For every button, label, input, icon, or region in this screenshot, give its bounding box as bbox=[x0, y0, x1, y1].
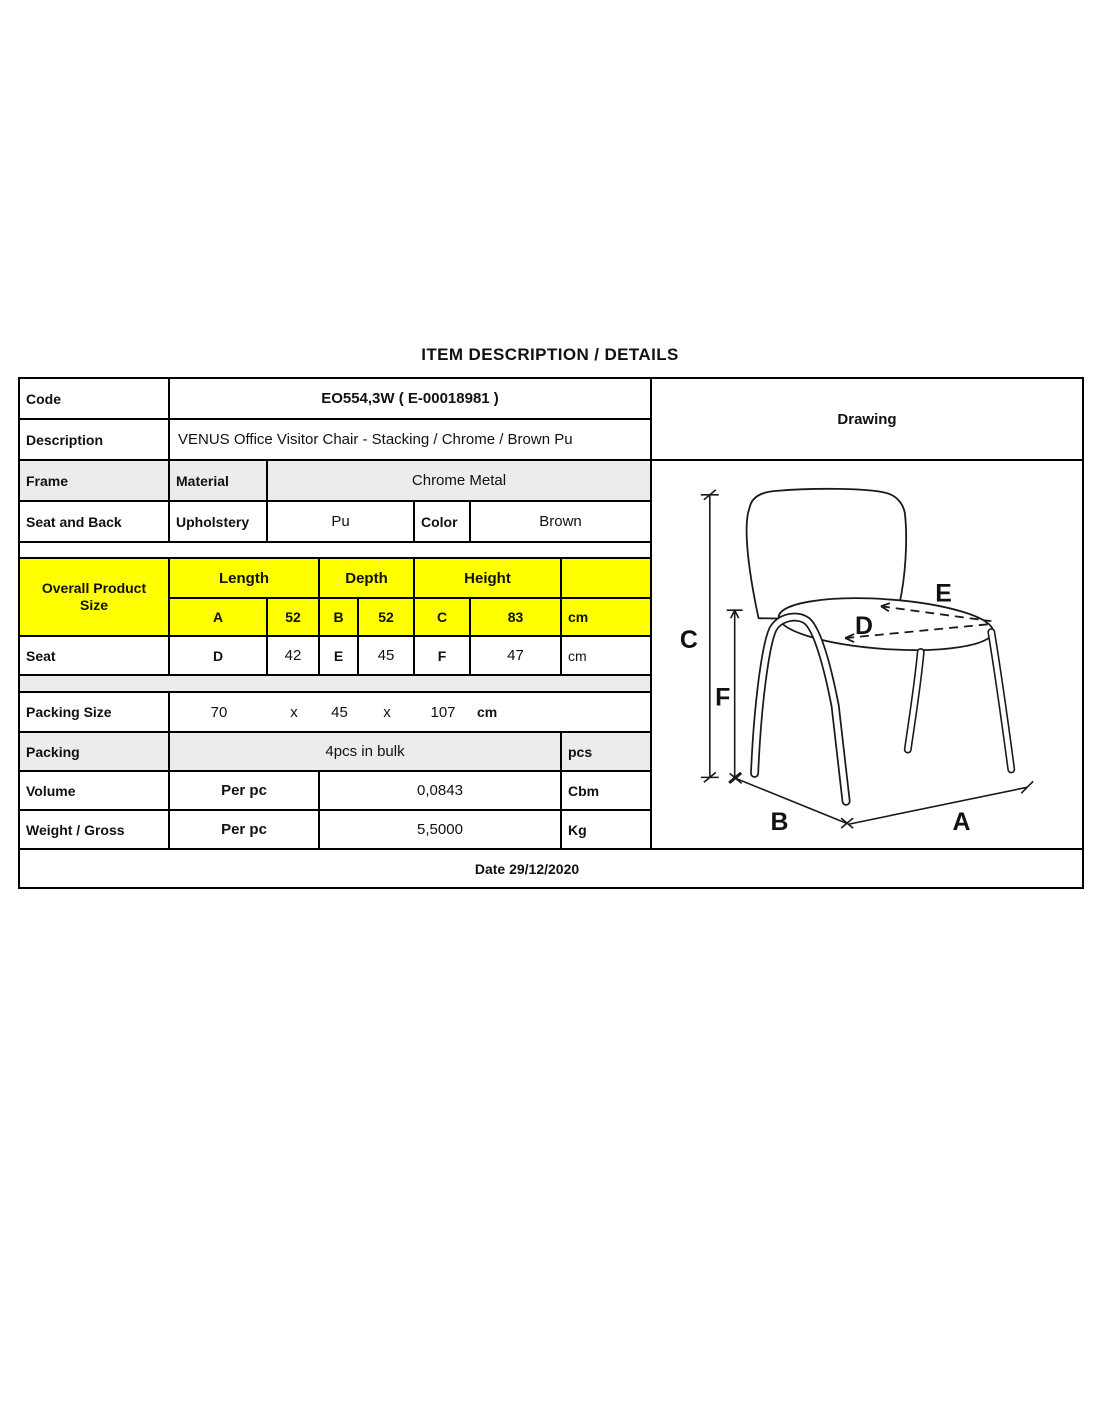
overall-a-value: 52 bbox=[268, 599, 320, 637]
dim-label-b: B bbox=[770, 808, 788, 836]
volume-unit: Cbm bbox=[562, 772, 652, 811]
frame-material-label: Material bbox=[170, 461, 268, 502]
height-header: Height bbox=[415, 559, 562, 599]
description-label: Description bbox=[20, 420, 170, 461]
overall-a-key: A bbox=[170, 599, 268, 637]
chair-drawing: C F E D B A bbox=[680, 487, 1034, 836]
spec-table: Code EO554,3W ( E-00018981 ) Drawing Des… bbox=[18, 377, 1084, 889]
depth-header: Depth bbox=[320, 559, 415, 599]
code-label: Code bbox=[20, 379, 170, 420]
weight-label: Weight / Gross bbox=[20, 811, 170, 850]
seatback-label: Seat and Back bbox=[20, 502, 170, 543]
chair-front-legs bbox=[750, 612, 851, 806]
packing-size-label: Packing Size bbox=[20, 693, 170, 733]
seat-f-value: 47 bbox=[471, 637, 562, 676]
dimension-line-a bbox=[840, 780, 1034, 829]
drawing-area: C F E D B A bbox=[652, 461, 1082, 850]
weight-value: 5,5000 bbox=[320, 811, 562, 850]
code-value: EO554,3W ( E-00018981 ) bbox=[170, 379, 652, 420]
chair-rear-legs bbox=[903, 628, 1016, 774]
volume-value: 0,0843 bbox=[320, 772, 562, 811]
dim-label-f: F bbox=[715, 684, 730, 712]
dimension-line-f bbox=[726, 609, 743, 783]
overall-unit-header-blank bbox=[562, 559, 652, 599]
packing-size-value: 70 x 45 x 107 cm bbox=[170, 693, 652, 733]
color-value: Brown bbox=[471, 502, 652, 543]
length-header: Length bbox=[170, 559, 320, 599]
seat-d-key: D bbox=[170, 637, 268, 676]
packing-size-values: 70 x 45 x 107 cm bbox=[170, 693, 650, 731]
overall-c-key: C bbox=[415, 599, 471, 637]
seat-f-key: F bbox=[415, 637, 471, 676]
dimension-line-c bbox=[700, 489, 719, 783]
date-row: Date 29/12/2020 bbox=[474, 860, 580, 877]
weight-unit: Kg bbox=[562, 811, 652, 850]
upholstery-label: Upholstery bbox=[170, 502, 268, 543]
upholstery-value: Pu bbox=[268, 502, 415, 543]
spacer-row-1 bbox=[20, 543, 652, 559]
dim-label-a: A bbox=[953, 808, 971, 836]
drawing-header: Drawing bbox=[652, 379, 1082, 461]
volume-per: Per pc bbox=[170, 772, 320, 811]
seat-e-key: E bbox=[320, 637, 359, 676]
packing-size-v2: 45 bbox=[331, 703, 348, 721]
overall-c-value: 83 bbox=[471, 599, 562, 637]
dimension-line-e bbox=[880, 602, 992, 623]
packing-size-sep1: x bbox=[290, 703, 298, 721]
spacer-row-2 bbox=[20, 676, 652, 693]
description-value: VENUS Office Visitor Chair - Stacking / … bbox=[170, 420, 652, 461]
frame-label: Frame bbox=[20, 461, 170, 502]
seat-label: Seat bbox=[20, 637, 170, 676]
packing-label: Packing bbox=[20, 733, 170, 772]
dim-label-c: C bbox=[680, 626, 698, 654]
packing-size-v1: 70 bbox=[210, 703, 228, 721]
packing-size-sep2: x bbox=[383, 703, 391, 721]
color-label: Color bbox=[415, 502, 471, 543]
overall-b-value: 52 bbox=[359, 599, 415, 637]
dimension-line-b bbox=[729, 772, 847, 824]
packing-unit: pcs bbox=[562, 733, 652, 772]
volume-label: Volume bbox=[20, 772, 170, 811]
seat-e-value: 45 bbox=[359, 637, 415, 676]
page-title: ITEM DESCRIPTION / DETAILS bbox=[421, 345, 679, 364]
dim-label-e: E bbox=[935, 579, 952, 607]
packing-size-unit: cm bbox=[477, 704, 498, 720]
frame-material-value: Chrome Metal bbox=[268, 461, 652, 502]
overall-b-key: B bbox=[320, 599, 359, 637]
packing-size-v3: 107 bbox=[430, 703, 456, 721]
seat-d-value: 42 bbox=[268, 637, 320, 676]
dimension-line-d bbox=[844, 623, 990, 643]
seat-unit: cm bbox=[562, 637, 652, 676]
weight-per: Per pc bbox=[170, 811, 320, 850]
dim-label-d: D bbox=[855, 612, 873, 640]
overall-unit: cm bbox=[562, 599, 652, 637]
packing-value: 4pcs in bulk bbox=[170, 733, 562, 772]
overall-size-label: Overall Product Size bbox=[20, 559, 170, 637]
